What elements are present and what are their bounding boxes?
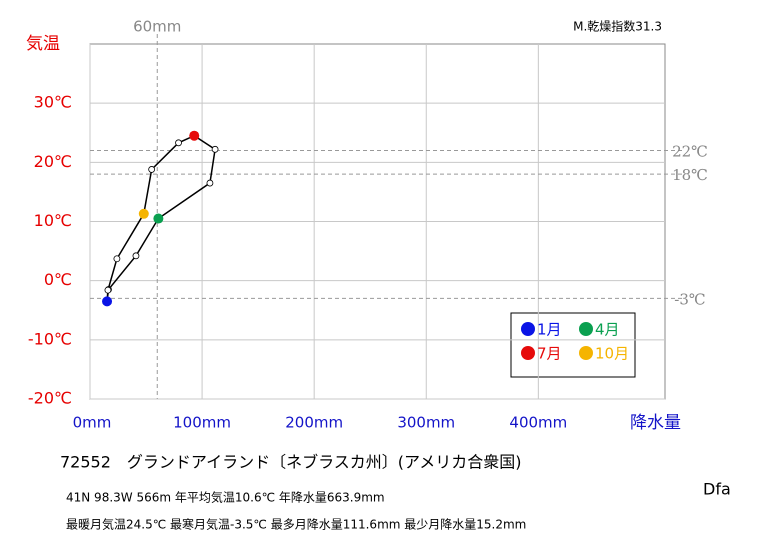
month-point [206,179,214,187]
legend-marker [521,322,535,336]
legend-marker [579,346,593,360]
y-tick-label: 20℃ [34,152,72,171]
climate-class: Dfa [703,480,731,499]
y-tick-label: 10℃ [34,211,72,230]
month-point [153,213,164,224]
x-tick-label: 400mm [509,414,567,432]
legend-label: 1月 [537,321,562,339]
station-extremes: 最暖月気温24.5℃ 最寒月気温-3.5℃ 最多月降水量111.6mm 最少月降… [66,517,526,532]
x-tick-label: 300mm [397,414,455,432]
reference-label: 60mm [133,18,181,36]
legend-marker [579,322,593,336]
month-point [175,139,182,147]
month-point [104,286,112,294]
station-details: 41N 98.3W 566m 年平均気温10.6℃ 年降水量663.9mm [66,490,385,505]
station-name: 72552 グランドアイランド〔ネブラスカ州〕(アメリカ合衆国) [60,453,521,472]
reference-label: 22℃ [672,143,708,161]
y-tick-label: -20℃ [28,389,72,408]
y-tick-label: 0℃ [44,270,72,289]
month-point [211,145,219,153]
x-tick-label: 0mm [73,414,112,432]
month-point [148,166,156,173]
reference-label: 18℃ [672,166,708,184]
legend-label: 4月 [595,321,620,339]
month-point [102,296,113,307]
legend-label: 7月 [537,345,562,363]
x-tick-label: 100mm [173,414,231,432]
legend-label: 10月 [595,345,629,363]
y-axis-label: 気温 [26,34,60,54]
x-tick-label: 200mm [285,414,343,432]
month-point [189,130,200,141]
reference-label: -3℃ [674,290,705,308]
x-axis-label: 降水量 [630,413,681,433]
month-point [138,208,149,219]
month-point [113,255,121,263]
y-tick-label: -10℃ [28,329,72,348]
dryness-index: M.乾燥指数31.3 [573,19,662,34]
y-tick-label: 30℃ [34,93,72,112]
month-point [132,252,140,260]
legend-marker [521,346,535,360]
